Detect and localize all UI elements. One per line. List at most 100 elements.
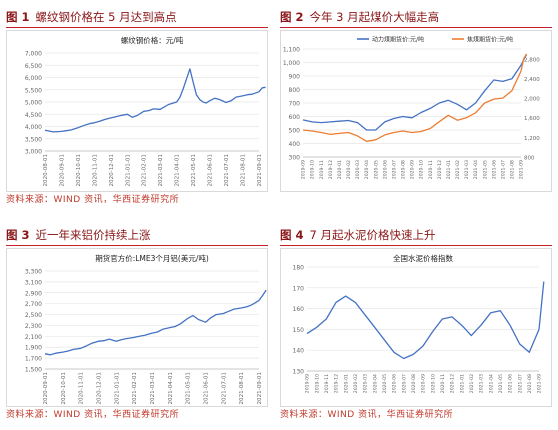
x-tick-label: 2021-05 — [482, 160, 488, 179]
y2-tick-label: 1,200 — [524, 136, 540, 142]
x-tick-label: 2021-02-01 — [132, 372, 138, 405]
chart-panel-4: 全国水泥价格指数 130 140 150 160 170 180 2019-09 2019-10… — [280, 248, 552, 407]
y2-tick-label: 800 — [524, 156, 535, 162]
x-tick-label: 2020-07 — [391, 160, 397, 179]
x-tick-label: 2021-09 — [537, 374, 543, 393]
x-tick-label: 2020-02 — [346, 160, 352, 179]
x-tick-label: 2020-06 — [382, 160, 388, 179]
series-line — [44, 68, 266, 133]
y-tick-label: 300 — [289, 155, 301, 162]
figure-1-heading: 图 1 螺纹钢价格在 5 月达到高点 — [6, 8, 177, 26]
y2-tick-label: 2,400 — [524, 77, 540, 83]
x-tick-label: 2020-03 — [355, 160, 361, 179]
y-tick-label: 170 — [293, 285, 305, 292]
x-tick-label: 2021-09-01 — [257, 372, 263, 405]
y-tick-label: 3,000 — [25, 149, 42, 156]
x-tick-label: 2019-09 — [301, 160, 307, 179]
y2-tick-label: 2,800 — [524, 57, 540, 63]
figure-4-heading: 图 4 7 月起水泥价格快速上升 — [280, 226, 436, 244]
figure-3-label: 图 3 — [6, 228, 30, 242]
x-tick-label: 2021-07-01 — [224, 154, 230, 187]
y-tick-label: 1,100 — [283, 47, 300, 54]
chart-2-svg: 300 400 500 600 700 800 900 1,000 1,100 800 1,200 1… — [283, 36, 540, 180]
x-tick-label: 2020-08-01 — [43, 154, 49, 187]
x-tick-label: 2021-09-01 — [257, 154, 263, 187]
x-tick-label: 2020-12-01 — [109, 154, 115, 187]
x-tick-label: 2020-02 — [353, 374, 359, 393]
y-tick-label: 2,100 — [25, 334, 42, 341]
y-tick-label: 1,700 — [25, 356, 42, 363]
x-tick-label: 2021-08-01 — [240, 154, 246, 187]
x-tick-label: 2020-11-01 — [79, 372, 85, 405]
x-tick-label: 2021-01 — [446, 160, 452, 179]
x-tick-label: 2021-02-01 — [142, 154, 148, 187]
x-tick-label: 2021-07 — [500, 160, 506, 179]
legend-label: 动力煤期货价:元/吨 — [372, 36, 424, 44]
x-tick-label: 2020-10-01 — [61, 372, 67, 405]
y-tick-label: 1,000 — [283, 60, 300, 67]
x-tick-label: 2020-10 — [419, 160, 425, 179]
figure-2-label: 图 2 — [280, 10, 304, 24]
x-tick-label: 2019-11 — [319, 160, 325, 179]
x-tick-label: 2021-01 — [459, 374, 465, 393]
x-tick-label: 2020-05 — [382, 374, 388, 393]
y-tick-label: 900 — [289, 74, 301, 81]
series-line — [302, 54, 528, 131]
x-tick-label: 2021-01-01 — [114, 372, 120, 405]
x-tick-label: 2020-12 — [450, 374, 456, 393]
figure-2-title: 今年 3 月起煤价大幅走高 — [309, 10, 440, 24]
figure-3-title: 近一年来铝价持续上涨 — [35, 228, 151, 242]
y2-tick-label: 2,000 — [524, 97, 540, 103]
x-tick-label: 2020-09-01 — [43, 372, 49, 405]
y-tick-label: 160 — [293, 306, 305, 313]
x-tick-label: 2020-10 — [430, 374, 436, 393]
x-tick-label: 2020-12-01 — [96, 372, 102, 405]
series-line — [302, 53, 528, 142]
x-tick-label: 2020-11 — [428, 160, 434, 179]
chart-1-svg: 螺纹钢价格：元/吨 3,000 3,500 4,000 4,500 5,000 5,500 6… — [25, 35, 266, 187]
x-tick-label: 2021-04-01 — [168, 372, 174, 405]
x-tick-label: 2020-04 — [364, 160, 370, 179]
x-tick-label: 2019-09 — [305, 374, 311, 393]
y-tick-label: 130 — [293, 369, 305, 376]
y-tick-label: 6,500 — [25, 63, 42, 70]
x-tick-label: 2021-03-01 — [158, 154, 164, 187]
x-tick-label: 2021-07 — [517, 374, 523, 393]
figure-4-title: 7 月起水泥价格快速上升 — [309, 228, 436, 242]
y-tick-label: 3,100 — [25, 279, 42, 286]
y-tick-label: 180 — [293, 265, 305, 272]
x-tick-label: 2019-12 — [334, 374, 340, 393]
x-tick-label: 2019-11 — [324, 374, 330, 393]
y-tick-label: 700 — [289, 101, 301, 108]
figure-1-title: 螺纹钢价格在 5 月达到高点 — [35, 10, 177, 24]
y2-tick-label: 1,600 — [524, 116, 540, 122]
y-tick-label: 140 — [293, 348, 305, 355]
x-tick-label: 2020-03 — [363, 374, 369, 393]
y-tick-label: 600 — [289, 114, 301, 121]
chart-title: 螺纹钢价格：元/吨 — [121, 35, 184, 45]
x-tick-label: 2020-10-01 — [76, 154, 82, 187]
x-tick-label: 2020-08 — [411, 374, 417, 393]
legend-label: 焦煤期货价:元/吨 — [467, 36, 513, 44]
y-tick-label: 400 — [289, 141, 301, 148]
x-tick-label: 2021-04 — [488, 374, 494, 393]
x-tick-label: 2021-04 — [473, 160, 479, 179]
y-tick-label: 2,500 — [25, 312, 42, 319]
chart-panel-1: 螺纹钢价格：元/吨 3,000 3,500 4,000 4,500 5,000 5,500 6… — [6, 30, 268, 192]
x-tick-label: 2021-08-01 — [239, 372, 245, 405]
x-tick-label: 2021-03-01 — [150, 372, 156, 405]
chart-4-svg: 全国水泥价格指数 130 140 150 160 170 180 2019-09 2019-10… — [293, 253, 545, 393]
x-tick-label: 2020-11-01 — [92, 154, 98, 187]
series-line — [44, 289, 267, 356]
y-tick-label: 6,000 — [25, 75, 42, 82]
x-tick-label: 2020-05 — [373, 160, 379, 179]
x-tick-label: 2021-06 — [508, 374, 514, 393]
x-tick-label: 2019-12 — [328, 160, 334, 179]
chart-title: 全国水泥价格指数 — [393, 253, 453, 263]
chart-title: 期货官方价:LME3个月铝(美元/吨) — [95, 253, 209, 263]
x-tick-label: 2021-03 — [479, 374, 485, 393]
x-tick-label: 2020-06 — [392, 374, 398, 393]
x-tick-label: 2021-05-01 — [191, 154, 197, 187]
x-tick-label: 2020-04 — [372, 374, 378, 393]
y-tick-label: 1,900 — [25, 345, 42, 352]
